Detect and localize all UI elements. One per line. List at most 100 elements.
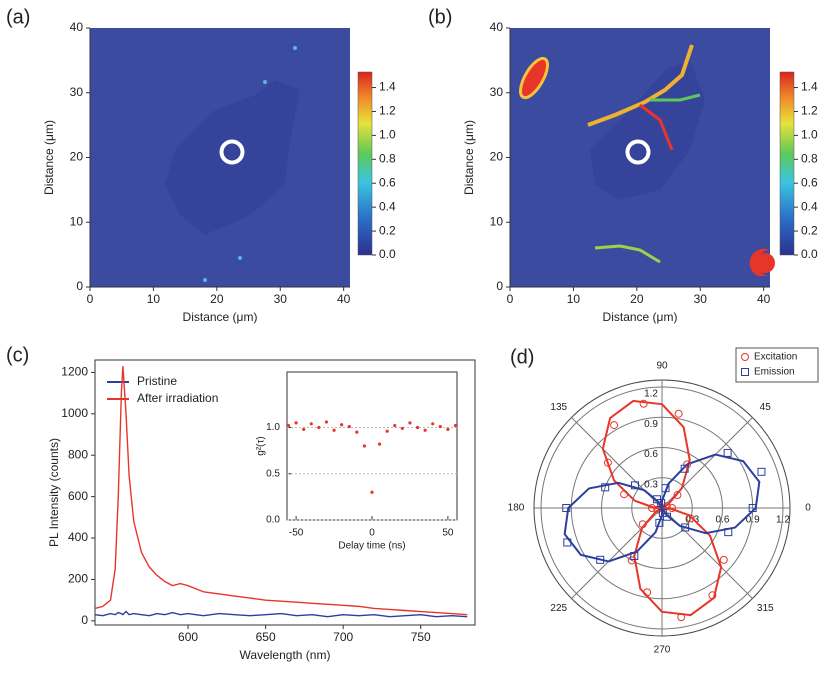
map-a	[90, 28, 350, 287]
point	[340, 423, 343, 426]
colorbar-tick-label: 0.8	[801, 151, 818, 165]
y-tick-label: 0.5	[266, 468, 280, 479]
colorbar-tick-label: 1.4	[801, 80, 818, 94]
x-tick-label: 40	[757, 292, 771, 306]
x-axis-label: Wavelength (nm)	[240, 648, 331, 662]
panel-label: (a)	[6, 6, 30, 28]
x-tick-label: 30	[274, 292, 288, 306]
x-tick-label: 10	[567, 292, 581, 306]
panel-label: (d)	[510, 346, 534, 368]
point	[348, 425, 351, 428]
y-tick-label: 10	[70, 214, 84, 228]
point	[675, 410, 682, 417]
x-tick-label: 20	[210, 292, 224, 306]
radial-tick-label: 1.2	[644, 389, 658, 400]
colorbar-tick-label: 1.2	[801, 104, 818, 118]
y-tick-label: 0	[496, 279, 503, 293]
x-tick-label: 0	[87, 292, 94, 306]
point	[386, 430, 389, 433]
y-tick-label: 1.0	[266, 422, 280, 433]
point	[446, 428, 449, 431]
y-tick-label: 20	[490, 150, 504, 164]
x-tick-label: 30	[694, 292, 708, 306]
point	[720, 556, 727, 563]
y-axis-label: Distance (μm)	[42, 120, 56, 195]
point	[302, 428, 305, 431]
series-line	[95, 612, 467, 617]
radial-tick-label: 0.9	[644, 419, 658, 430]
point	[363, 444, 366, 447]
y-axis-label: PL Intensity (counts)	[47, 438, 61, 547]
point	[355, 431, 358, 434]
x-tick-label: -50	[289, 528, 304, 539]
colorbar	[358, 72, 372, 255]
radial-tick-label: 0.3	[644, 479, 658, 490]
angle-label: 270	[654, 645, 671, 656]
y-tick-label: 800	[68, 447, 88, 461]
colorbar-tick-label: 0.8	[379, 151, 396, 165]
x-tick-label: 20	[630, 292, 644, 306]
y-tick-label: 20	[70, 150, 84, 164]
y-tick-label: 600	[68, 489, 88, 503]
colorbar-tick-label: 1.0	[379, 128, 396, 142]
x-tick-label: 10	[147, 292, 161, 306]
colorbar-tick-label: 0.0	[801, 247, 818, 261]
angle-label: 135	[550, 402, 567, 413]
legend-label: After irradiation	[137, 391, 218, 405]
angle-label: 90	[656, 361, 668, 372]
point	[621, 491, 628, 498]
colorbar-tick-label: 1.2	[379, 104, 396, 118]
colorbar-tick-label: 0.4	[379, 199, 396, 213]
colorbar-tick-label: 0.6	[801, 175, 818, 189]
y-tick-label: 0.0	[266, 515, 280, 526]
y-tick-label: 40	[490, 20, 504, 34]
colorbar-tick-label: 0.4	[801, 199, 818, 213]
angle-label: 225	[550, 603, 567, 614]
point	[393, 424, 396, 427]
legend-label: Emission	[754, 367, 795, 378]
colorbar	[780, 72, 794, 255]
legend-label: Pristine	[137, 374, 177, 388]
x-tick-label: 0	[507, 292, 514, 306]
y-tick-label: 1200	[61, 365, 88, 379]
point	[332, 429, 335, 432]
y-tick-label: 1000	[61, 406, 88, 420]
point	[325, 420, 328, 423]
x-tick-label: 50	[442, 528, 454, 539]
colorbar-tick-label: 0.2	[801, 223, 818, 237]
x-tick-label: 750	[411, 630, 431, 644]
point	[317, 426, 320, 429]
y-tick-label: 200	[68, 572, 88, 586]
point	[611, 422, 618, 429]
colorbar-tick-label: 1.0	[801, 128, 818, 142]
point	[378, 443, 381, 446]
point	[287, 424, 290, 427]
x-tick-label: 600	[178, 630, 198, 644]
colorbar-tick-label: 0.2	[379, 223, 396, 237]
y-tick-label: 0	[81, 613, 88, 627]
y-axis-label: g²(τ)	[256, 436, 267, 456]
colorbar-tick-label: 1.4	[379, 80, 396, 94]
point	[431, 422, 434, 425]
radial-tick-label: 0.6	[644, 449, 658, 460]
y-axis-label: Distance (μm)	[462, 120, 476, 195]
point	[370, 491, 373, 494]
angle-label: 180	[508, 503, 525, 514]
radial-tick-label: 1.2	[776, 515, 790, 526]
angle-label: 0	[805, 503, 811, 514]
legend-label: Excitation	[754, 352, 797, 363]
y-tick-label: 30	[70, 85, 84, 99]
colorbar-tick-label: 0.6	[379, 175, 396, 189]
point	[454, 424, 457, 427]
x-tick-label: 700	[333, 630, 353, 644]
radial-tick-label: 0.6	[716, 515, 730, 526]
angle-label: 315	[757, 603, 774, 614]
colorbar-tick-label: 0.0	[379, 247, 396, 261]
inset-frame	[287, 372, 457, 520]
angle-label: 45	[760, 402, 772, 413]
y-tick-label: 10	[490, 214, 504, 228]
x-axis-label: Distance (μm)	[183, 310, 258, 324]
x-tick-label: 0	[369, 528, 375, 539]
point	[758, 468, 765, 475]
panel-label: (c)	[6, 344, 29, 366]
